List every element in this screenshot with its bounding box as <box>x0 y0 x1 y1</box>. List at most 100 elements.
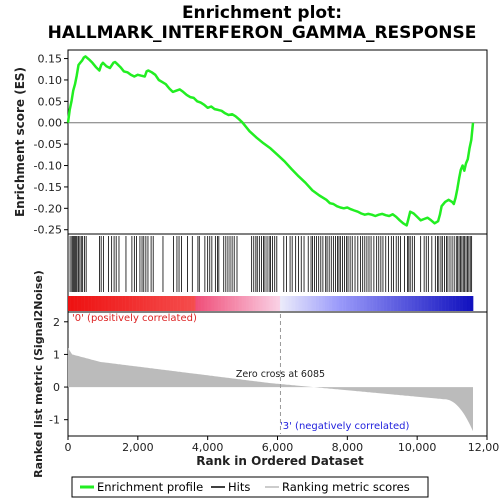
band-segment <box>95 296 97 311</box>
band-segment <box>133 296 135 311</box>
band-segment <box>218 296 220 311</box>
band-segment <box>112 296 114 311</box>
band-segment <box>209 296 211 311</box>
band-segment <box>370 296 372 311</box>
band-segment <box>262 296 264 311</box>
band-segment <box>356 296 359 311</box>
band-segment <box>426 296 428 311</box>
band-segment <box>96 296 98 311</box>
band-segment <box>283 296 285 311</box>
band-segment <box>74 296 77 311</box>
band-segment <box>305 296 307 311</box>
band-segment <box>114 296 116 311</box>
band-segment <box>292 296 294 311</box>
band-segment <box>77 296 79 311</box>
band-segment <box>297 296 299 311</box>
band-segment <box>394 296 396 311</box>
band-segment <box>377 296 380 311</box>
band-segment <box>191 296 194 311</box>
band-segment <box>167 296 169 311</box>
band-segment <box>468 296 470 311</box>
band-segment <box>244 296 246 311</box>
band-segment <box>437 296 439 311</box>
band-segment <box>175 296 177 311</box>
band-segment <box>275 296 277 311</box>
band-segment <box>195 296 197 311</box>
band-segment <box>281 296 284 311</box>
band-segment <box>93 296 95 311</box>
band-segment <box>451 296 453 311</box>
band-segment <box>141 296 143 311</box>
band-segment <box>298 296 300 311</box>
band-segment <box>342 296 345 311</box>
band-segment <box>173 296 175 311</box>
band-segment <box>368 296 370 311</box>
band-segment <box>350 296 352 311</box>
band-segment <box>472 296 474 311</box>
band-segment <box>448 296 450 311</box>
band-segment <box>316 296 318 311</box>
band-segment <box>273 296 275 311</box>
band-segment <box>128 296 130 311</box>
band-segment <box>446 296 449 311</box>
band-segment <box>322 296 325 311</box>
x-tick-label: 2,000 <box>122 441 154 454</box>
band-segment <box>419 296 421 311</box>
band-segment <box>219 296 221 311</box>
band-segment <box>285 296 287 311</box>
band-segment <box>135 296 137 311</box>
zero-cross-label: Zero cross at 6085 <box>236 369 325 380</box>
band-segment <box>420 296 422 311</box>
legend-metric-label: Ranking metric scores <box>282 480 410 494</box>
metric-tick-label: 1 <box>53 348 60 361</box>
band-segment <box>207 296 209 311</box>
band-segment <box>264 296 266 311</box>
band-segment <box>142 296 144 311</box>
band-segment <box>366 296 368 311</box>
band-segment <box>338 296 340 311</box>
band-segment <box>111 296 113 311</box>
positive-correlation-label: '0' (positively correlated) <box>72 313 197 324</box>
band-segment <box>425 296 427 311</box>
band-segment <box>143 296 145 311</box>
band-segment <box>192 296 194 311</box>
band-segment <box>321 296 323 311</box>
band-segment <box>327 296 329 311</box>
band-segment <box>153 296 155 311</box>
band-segment <box>349 296 352 311</box>
band-segment <box>121 296 123 311</box>
band-segment <box>301 296 303 311</box>
band-segment <box>377 296 379 311</box>
band-segment <box>329 296 332 311</box>
band-segment <box>199 296 201 311</box>
band-segment <box>392 296 394 311</box>
band-segment <box>421 296 423 311</box>
band-segment <box>187 296 189 311</box>
band-segment <box>246 296 248 311</box>
band-segment <box>459 296 462 311</box>
es-tick-label: 0.15 <box>38 53 63 66</box>
band-segment <box>70 296 72 311</box>
band-segment <box>370 296 373 311</box>
band-segment <box>363 296 366 311</box>
band-segment <box>439 296 442 311</box>
band-segment <box>184 296 186 311</box>
band-segment <box>223 296 225 311</box>
band-segment <box>354 296 356 311</box>
band-segment <box>409 296 411 311</box>
band-segment <box>92 296 94 311</box>
band-segment <box>335 296 337 311</box>
band-segment <box>280 296 283 311</box>
band-segment <box>301 296 304 311</box>
band-segment <box>212 296 214 311</box>
band-segment <box>449 296 451 311</box>
band-segment <box>360 296 362 311</box>
band-segment <box>107 296 109 311</box>
band-segment <box>94 296 96 311</box>
band-segment <box>399 296 401 311</box>
band-segment <box>109 296 112 311</box>
band-segment <box>284 296 286 311</box>
band-segment <box>258 296 260 311</box>
band-segment <box>224 296 226 311</box>
band-segment <box>181 296 183 311</box>
